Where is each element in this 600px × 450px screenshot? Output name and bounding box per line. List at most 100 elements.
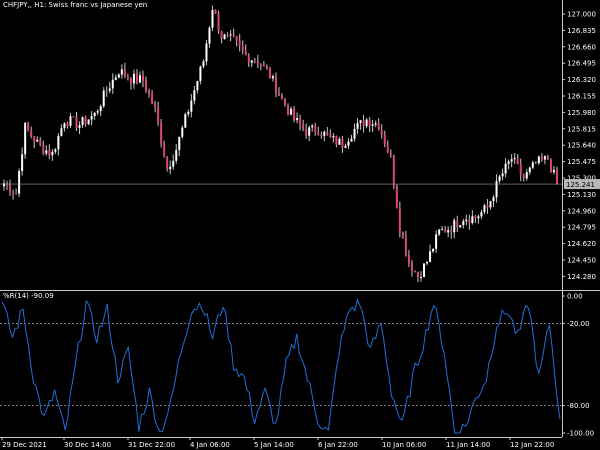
candle-bear <box>378 123 380 129</box>
time-tick-label: 11 Jan 14:00 <box>446 441 490 449</box>
candle-bear <box>411 263 413 271</box>
candle-bull <box>181 128 183 137</box>
candle-bear <box>305 129 307 136</box>
candle-bull <box>499 176 501 181</box>
candle-bull <box>100 106 102 111</box>
candle-bear <box>299 118 301 124</box>
candle-bear <box>9 185 11 193</box>
candle-bear <box>215 10 217 14</box>
price-tick-label: 126.320 <box>567 76 596 84</box>
pane-frames <box>0 0 600 438</box>
candle-bull <box>438 230 440 235</box>
time-tick-label: 6 Jan 22:00 <box>318 441 358 449</box>
candle-bull <box>311 126 313 128</box>
candle-bull <box>187 112 189 114</box>
price-tick-label: 124.280 <box>567 273 596 281</box>
candle-bear <box>236 36 238 40</box>
candle-bear <box>414 271 416 272</box>
candle-bear <box>556 170 558 184</box>
price-pane[interactable] <box>0 6 562 283</box>
candle-bear <box>27 123 29 130</box>
candle-bear <box>468 220 470 223</box>
candle-bull <box>496 181 498 197</box>
candle-bear <box>278 94 280 96</box>
williams-r-line <box>2 300 560 433</box>
candle-bear <box>48 150 50 155</box>
candle-bull <box>471 216 473 223</box>
candle-bear <box>248 55 250 62</box>
candle-bear <box>486 205 488 207</box>
candle-bull <box>372 125 374 126</box>
candle-bull <box>51 152 53 155</box>
candle-bull <box>493 197 495 201</box>
price-tick-label: 126.495 <box>567 60 596 68</box>
candle-bull <box>193 90 195 100</box>
candle-bear <box>456 220 458 227</box>
indicator-pane[interactable] <box>0 300 562 433</box>
candle-bull <box>118 75 120 78</box>
candle-bear <box>535 162 537 163</box>
candle-bull <box>94 113 96 116</box>
candle-bull <box>344 146 346 148</box>
time-tick-label: 31 Dec 22:00 <box>128 441 175 449</box>
candle-bull <box>338 139 340 145</box>
indicator-tick-label: -20.00 <box>567 320 590 328</box>
candle-bear <box>148 91 150 94</box>
candle-bull <box>544 156 546 160</box>
candle-bear <box>314 126 316 133</box>
price-tick-label: 124.620 <box>567 240 596 248</box>
candle-bull <box>296 118 298 120</box>
candle-bear <box>341 139 343 148</box>
price-tick-label: 124.960 <box>567 207 596 215</box>
candle-bear <box>124 69 126 76</box>
candle-bull <box>139 75 141 82</box>
candle-bull <box>502 173 504 176</box>
candle-bear <box>474 216 476 218</box>
candle-bull <box>538 157 540 163</box>
candle-bull <box>60 128 62 136</box>
price-tick-label: 127.000 <box>567 11 596 19</box>
candle-bull <box>184 114 186 127</box>
candle-bear <box>302 124 304 128</box>
price-tick-label: 124.795 <box>567 224 596 232</box>
indicator-tick-label: -80.00 <box>567 402 590 410</box>
candle-bear <box>260 64 262 66</box>
candle-bear <box>408 255 410 263</box>
candle-bear <box>30 130 32 136</box>
candle-bear <box>221 31 223 39</box>
candle-bull <box>420 277 422 278</box>
candle-bull <box>375 123 377 124</box>
candle-bull <box>212 10 214 28</box>
candle-bull <box>511 159 513 161</box>
candle-bull <box>354 129 356 139</box>
candle-bull <box>357 123 359 129</box>
candle-bull <box>272 76 274 78</box>
price-tick-label: 124.450 <box>567 257 596 265</box>
candle-bear <box>227 34 229 35</box>
candle-bull <box>553 170 555 172</box>
candle-bear <box>76 117 78 128</box>
candle-bull <box>133 74 135 83</box>
candle-bear <box>293 109 295 120</box>
candle-bull <box>514 158 516 159</box>
candle-bull <box>24 123 26 154</box>
candle-bear <box>157 107 159 123</box>
candle-bull <box>230 34 232 35</box>
candle-bull <box>196 81 198 90</box>
candle-bear <box>160 123 162 144</box>
candle-bull <box>54 149 56 152</box>
candle-bear <box>218 14 220 31</box>
price-tick-label: 125.640 <box>567 142 596 150</box>
candle-bear <box>399 208 401 233</box>
candle-bear <box>517 158 519 164</box>
candle-bull <box>462 221 464 225</box>
candle-bull <box>79 125 81 128</box>
candle-bull <box>505 164 507 174</box>
candle-bear <box>326 132 328 135</box>
candle-bear <box>136 74 138 83</box>
candle-bear <box>33 136 35 141</box>
candle-bear <box>73 116 75 117</box>
candle-bull <box>115 77 117 79</box>
candle-bear <box>154 104 156 107</box>
candle-bull <box>423 263 425 277</box>
